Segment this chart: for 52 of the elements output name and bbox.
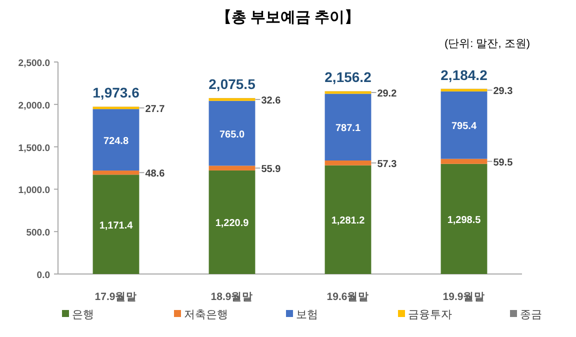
bar (208, 166, 256, 170)
data-label: 795.4 (451, 121, 477, 132)
bar (440, 88, 488, 92)
data-label: 1,220.9 (215, 218, 250, 230)
y-tick-label: 500.0 (26, 228, 50, 239)
x-tick-label: 19.6월말 (326, 291, 370, 303)
data-label: 27.7 (145, 104, 166, 115)
x-tick-label: 17.9월말 (94, 291, 138, 303)
y-tick-label: 2,500.0 (18, 58, 50, 69)
x-tick-label: 18.9월말 (210, 291, 254, 303)
total-label: 2,156.2 (324, 69, 372, 86)
data-label: 48.6 (145, 168, 166, 180)
data-label: 29.2 (377, 88, 398, 100)
y-tick-label: 2,000.0 (18, 100, 50, 112)
total-label: 1,973.6 (92, 84, 140, 101)
bar (440, 164, 488, 274)
data-label: 57.3 (377, 158, 398, 170)
y-tick-label: 1,500.0 (18, 142, 50, 154)
text: (단위: 말잔, 조원) (444, 38, 530, 50)
data-label: 724.8 (103, 136, 129, 147)
data-label: 1,171.4 (99, 220, 134, 232)
y-tick-label: 1,000.0 (18, 185, 50, 196)
data-label: 32.6 (261, 95, 282, 106)
y-tick-label: 0.0 (36, 270, 50, 281)
bar (440, 91, 488, 159)
data-label: 59.5 (493, 157, 514, 168)
bar (92, 106, 140, 110)
data-label: 1,281.2 (331, 216, 366, 227)
bar (208, 170, 256, 274)
bar (324, 160, 372, 166)
bar (208, 98, 256, 101)
bar (92, 170, 140, 175)
bar (92, 174, 140, 274)
bar (440, 158, 488, 164)
legend-label: 종금 (520, 309, 542, 321)
data-label: 29.3 (493, 86, 514, 98)
legend-label: 보험 (296, 309, 318, 321)
legend-label: 저축은행 (184, 309, 228, 321)
bar (208, 100, 256, 166)
data-label: 55.9 (261, 164, 282, 176)
chart-title: 【총 부보예금 추이】 (216, 9, 360, 26)
bar (92, 109, 140, 171)
data-label: 1,298.5 (447, 214, 482, 226)
legend-label: 은행 (72, 309, 94, 321)
data-label: 765.0 (219, 129, 245, 140)
total-label: 2,184.2 (440, 66, 488, 83)
bar (324, 165, 372, 274)
bar (324, 94, 372, 160)
data-label: 787.1 (335, 123, 361, 134)
total-label: 2,075.5 (208, 76, 256, 92)
legend-label: 금융투자 (408, 309, 452, 321)
x-tick-label: 19.9월말 (442, 291, 486, 303)
